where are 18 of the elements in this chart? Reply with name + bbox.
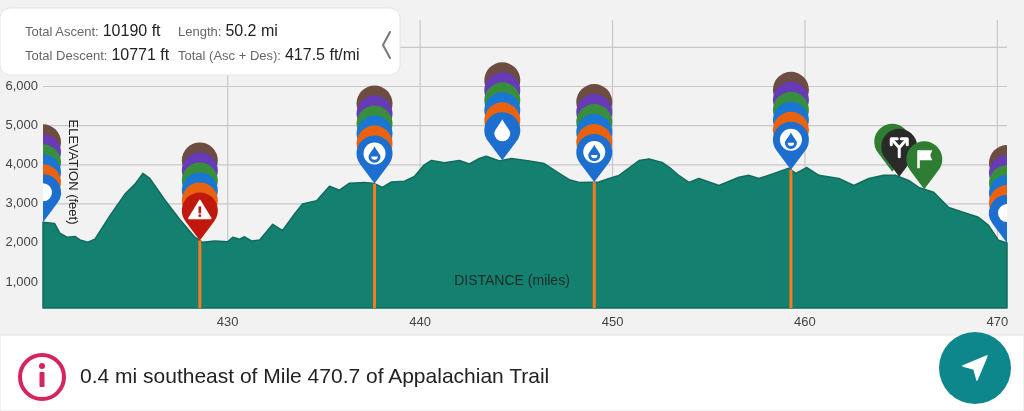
x-tick-label: 440 <box>409 314 431 330</box>
x-tick-label: 430 <box>216 314 239 330</box>
y-axis-title: ELEVATION (feet) <box>65 119 81 225</box>
y-tick-label: 2,000 <box>5 234 38 250</box>
y-tick-label: 6,000 <box>5 77 38 93</box>
annotation: Length: 50.2 mi <box>178 22 278 39</box>
x-tick-label: 470 <box>986 314 1009 330</box>
x-axis-title: DISTANCE (miles) <box>454 271 570 288</box>
annotation: Total Descent: 10771 ft <box>25 46 170 63</box>
y-tick-label: 3,000 <box>5 195 38 211</box>
annotation: Total Ascent: 10190 ft <box>25 22 162 39</box>
y-tick-label: 4,000 <box>5 156 38 172</box>
y-tick-label: 5,000 <box>5 117 38 133</box>
x-tick-label: 450 <box>601 314 624 330</box>
annotation: Total (Asc + Des): 417.5 ft/mi <box>178 46 360 63</box>
y-tick-label: 1,000 <box>5 273 38 289</box>
x-tick-label: 460 <box>794 314 816 330</box>
text: 0.4 mi southeast of Mile 470.7 of Appalachian Trail <box>80 363 550 387</box>
